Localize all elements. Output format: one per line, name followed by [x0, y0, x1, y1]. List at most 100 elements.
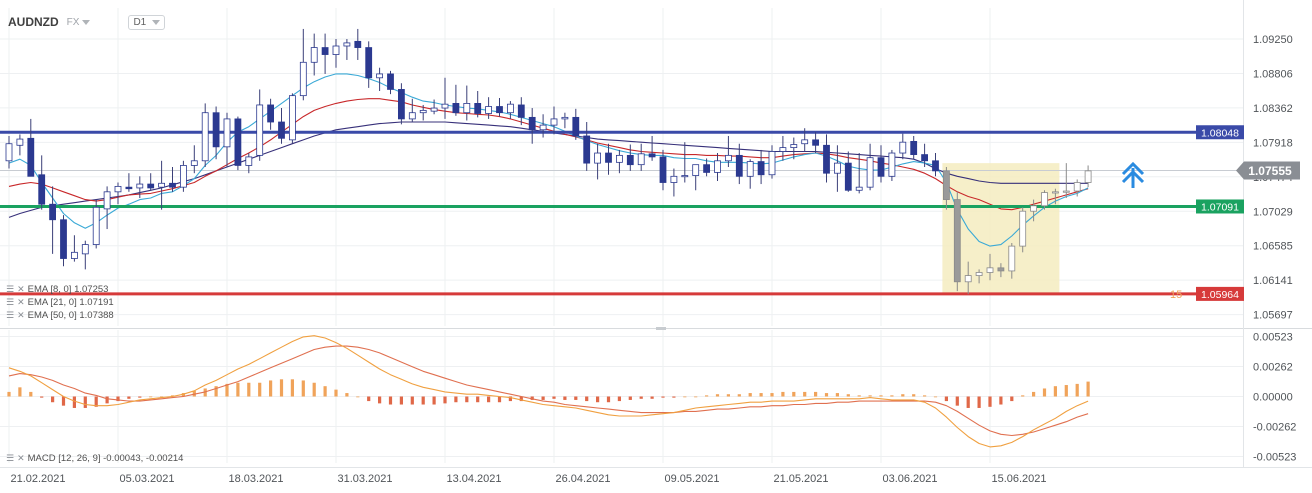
price-tick-label: 1.06585 [1253, 241, 1293, 253]
settings-icon[interactable]: ☰ [6, 310, 15, 320]
price-tick-label: 1.07029 [1253, 206, 1293, 218]
candle-body [681, 175, 689, 178]
candle-body [877, 157, 885, 177]
macd-histogram-bar [944, 396, 948, 402]
close-icon[interactable]: ✕ [17, 297, 25, 307]
close-icon[interactable]: ✕ [17, 453, 25, 463]
macd-histogram-bar [497, 396, 502, 403]
macd-tick-label: -0.00262 [1253, 422, 1296, 434]
macd-histogram-bar [345, 393, 349, 397]
macd-histogram-bar [127, 396, 131, 399]
candle-body [5, 143, 13, 162]
macd-histogram-bar [225, 383, 229, 397]
candle-body [408, 112, 416, 120]
ema8-label: EMA [8, 0] 1.07253 [27, 284, 109, 295]
time-tick-label: 09.05.2021 [664, 473, 719, 485]
candle-body [932, 160, 939, 172]
macd-histogram-bar [465, 396, 469, 403]
candle-body [179, 165, 187, 188]
macd-histogram-bar [94, 396, 98, 407]
candle-body [757, 161, 765, 176]
symbol-label[interactable]: AUDNZD [8, 15, 59, 29]
macd-histogram-bar [737, 394, 741, 397]
macd-histogram-bar [705, 395, 709, 397]
candle-body [49, 203, 56, 221]
legend-ema8: ☰ ✕ EMA [8, 0] 1.07253 [6, 284, 108, 295]
macd-histogram-bar [835, 393, 839, 397]
candle-body [953, 199, 961, 283]
candle-body [223, 118, 231, 148]
price-tick-label: 1.09250 [1253, 34, 1293, 46]
pane-resize-handle[interactable] [656, 327, 666, 330]
macd-histogram-bar [541, 396, 545, 400]
candle-body [397, 89, 405, 120]
macd-histogram-bar [105, 396, 109, 404]
macd-histogram-bar [803, 391, 807, 397]
macd-histogram-bar [116, 396, 120, 402]
candle-body [670, 175, 678, 183]
candle-body [103, 191, 111, 210]
macd-histogram-bar [476, 396, 480, 403]
candle-body [572, 116, 580, 137]
candle-body [92, 206, 100, 245]
current-price-box [1236, 161, 1300, 180]
macd-histogram-bar [988, 396, 992, 407]
candle-body [1019, 210, 1027, 247]
close-icon[interactable]: ✕ [17, 310, 25, 320]
candle-body [27, 137, 35, 177]
candle-body [343, 42, 351, 47]
macd-label: MACD [12, 26, 9] -0.00043, -0.00214 [27, 453, 184, 464]
candle-body [812, 139, 819, 146]
candle-body [506, 103, 514, 114]
macd-histogram-bar [890, 395, 894, 397]
candle-body [212, 112, 220, 148]
macd-histogram-bar [160, 396, 164, 398]
candle-body [1030, 205, 1037, 212]
candle-body [245, 156, 253, 166]
level-label: 1.05964 [1201, 289, 1239, 301]
macd-histogram-bar [868, 395, 872, 397]
candle-body [921, 154, 928, 162]
settings-icon[interactable]: ☰ [6, 453, 15, 463]
macd-histogram-bar [1064, 385, 1068, 397]
macd-signal-line [8, 345, 1089, 437]
ema50-label: EMA [50, 0] 1.07388 [27, 310, 114, 321]
candle-body [703, 164, 710, 173]
market-selector[interactable]: FX [67, 17, 91, 28]
macd-histogram-bar [247, 382, 251, 397]
ema21-label: EMA [21, 0] 1.07191 [27, 297, 114, 308]
macd-histogram-bar [748, 393, 752, 397]
candle-body [288, 95, 296, 141]
macd-histogram-bar [356, 396, 360, 398]
candle-body [855, 186, 863, 191]
low-marker-text: 15 [1170, 289, 1182, 301]
ema21-line [8, 98, 1089, 211]
macd-tick-label: 0.00000 [1253, 392, 1293, 404]
close-icon[interactable]: ✕ [17, 284, 25, 294]
macd-histogram-bar [770, 393, 774, 397]
macd-histogram-bar [18, 387, 22, 397]
candle-body [583, 135, 591, 164]
macd-histogram-bar [639, 396, 643, 399]
macd-histogram-bar [552, 396, 556, 399]
macd-histogram-bar [72, 396, 76, 408]
timeframe-selector[interactable]: D1 [128, 14, 166, 30]
macd-histogram-bar [1075, 383, 1079, 397]
macd-histogram-bar [596, 396, 600, 403]
macd-tick-label: 0.00523 [1253, 332, 1293, 344]
candle-body [71, 251, 78, 259]
level-label: 1.08048 [1201, 127, 1239, 139]
macd-histogram-bar [966, 396, 970, 408]
candle-body [899, 141, 907, 154]
time-tick-label: 03.06.2021 [882, 473, 937, 485]
macd-histogram-bar [334, 389, 338, 397]
settings-icon[interactable]: ☰ [6, 284, 15, 294]
chart-toolbar: AUDNZD FX D1 [8, 12, 166, 32]
macd-histogram-bar [367, 396, 371, 402]
macd-histogram-bar [51, 396, 55, 403]
candle-body [1073, 182, 1081, 192]
macd-line [8, 335, 1089, 448]
settings-icon[interactable]: ☰ [6, 297, 15, 307]
